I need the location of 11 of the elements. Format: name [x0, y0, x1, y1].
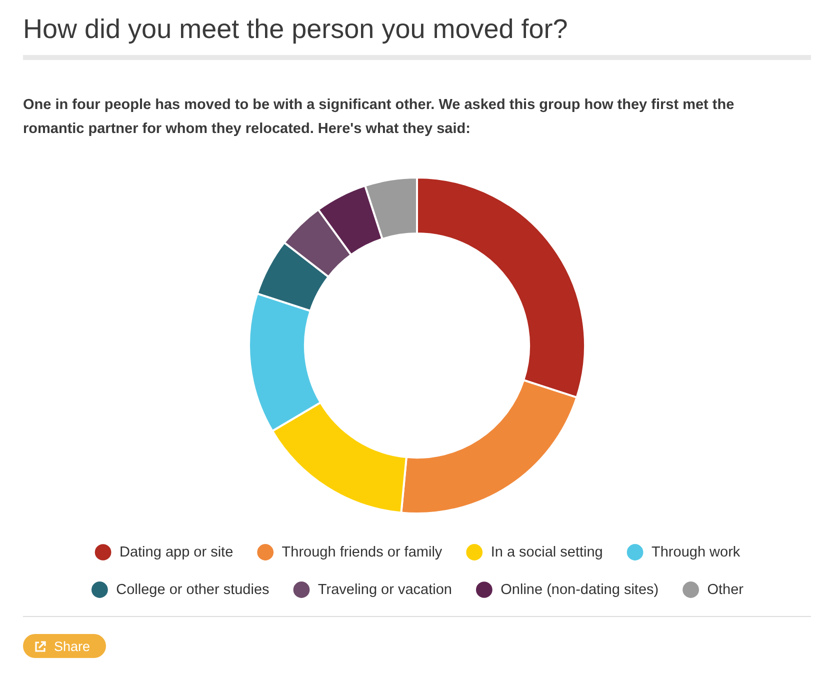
legend-label: College or other studies	[116, 582, 270, 598]
legend-label: Traveling or vacation	[318, 582, 452, 598]
chart-title: How did you meet the person you moved for?	[23, 13, 568, 46]
chart-subtitle: One in four people has moved to be with a significant other. We asked this group how they first met the romantic partner for whom they relocated. Here's what they said:	[23, 96, 736, 139]
legend-label: Online (non-dating sites)	[500, 582, 659, 598]
legend-label: Through friends or family	[282, 544, 443, 560]
share-button[interactable]: Share	[23, 634, 106, 658]
legend-label: Other	[707, 582, 744, 598]
legend-label: In a social setting	[490, 544, 603, 560]
legend-label: Through work	[652, 544, 741, 560]
legend-label: Dating app or site	[119, 544, 234, 560]
